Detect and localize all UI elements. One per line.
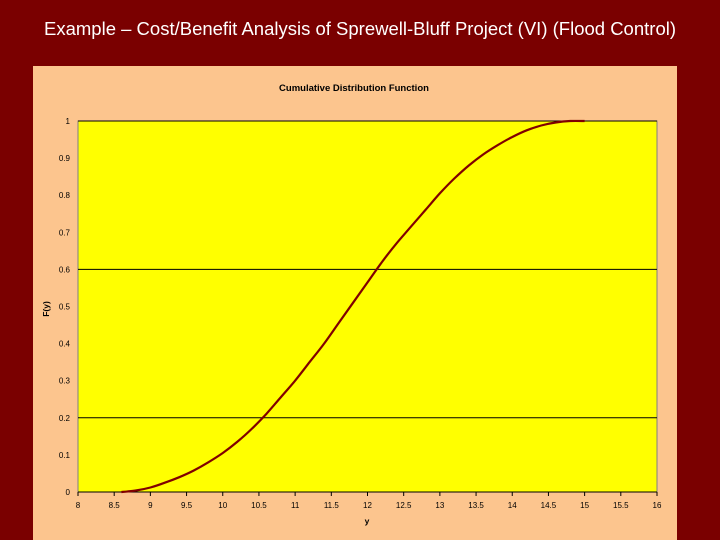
x-axis-label: y xyxy=(365,516,370,526)
x-tick-label-13: 14.5 xyxy=(541,501,557,510)
y-tick-label-1: 0.1 xyxy=(59,451,71,460)
cdf-chart: Cumulative Distribution Function 0 0.1 0.2… xyxy=(41,83,662,526)
x-tick-label-4: 10 xyxy=(218,501,227,510)
x-tick-label-15: 15.5 xyxy=(613,501,629,510)
y-tick-label-5: 0.5 xyxy=(59,303,71,312)
x-tick-label-11: 13.5 xyxy=(468,501,484,510)
x-tick-label-10: 13 xyxy=(435,501,444,510)
x-tick-label-7: 11.5 xyxy=(324,501,340,510)
y-tick-label-7: 0.7 xyxy=(59,228,71,237)
slide-title: Example – Cost/Benefit Analysis of Sprew… xyxy=(44,18,676,39)
y-tick-label-4: 0.4 xyxy=(59,340,71,349)
x-tick-label-3: 9.5 xyxy=(181,501,193,510)
x-tick-label-14: 15 xyxy=(580,501,589,510)
y-tick-label-6: 0.6 xyxy=(59,265,71,274)
y-tick-label-10: 1 xyxy=(66,117,71,126)
y-tick-label-2: 0.2 xyxy=(59,414,71,423)
x-tick-label-12: 14 xyxy=(508,501,517,510)
y-tick-labels: 0 0.1 0.2 0.3 0.4 0.5 0.6 0.7 0.8 0.9 1 xyxy=(59,117,71,497)
x-tick-label-1: 8.5 xyxy=(109,501,121,510)
x-tick-label-6: 11 xyxy=(291,501,300,510)
x-tick-label-0: 8 xyxy=(76,501,81,510)
y-axis-label: F(y) xyxy=(41,301,51,317)
chart-panel: Cumulative Distribution Function 0 0.1 0.2… xyxy=(33,66,677,540)
y-tick-label-0: 0 xyxy=(66,488,71,497)
y-tick-label-9: 0.9 xyxy=(59,154,71,163)
chart-title: Cumulative Distribution Function xyxy=(279,83,429,94)
y-tick-label-8: 0.8 xyxy=(59,191,71,200)
x-tick-label-5: 10.5 xyxy=(251,501,267,510)
x-tick-marks xyxy=(77,492,658,496)
y-tick-label-3: 0.3 xyxy=(59,377,71,386)
plot-area xyxy=(77,120,658,493)
x-tick-label-9: 12.5 xyxy=(396,501,412,510)
x-tick-labels: 8 8.5 9 9.5 10 10.5 11 11.5 12 12.5 13 13.5 14 14.5 15… xyxy=(76,501,662,510)
x-tick-label-8: 12 xyxy=(363,501,372,510)
x-tick-label-16: 16 xyxy=(653,501,662,510)
cdf-series-line xyxy=(121,119,585,494)
x-tick-label-2: 9 xyxy=(148,501,153,510)
